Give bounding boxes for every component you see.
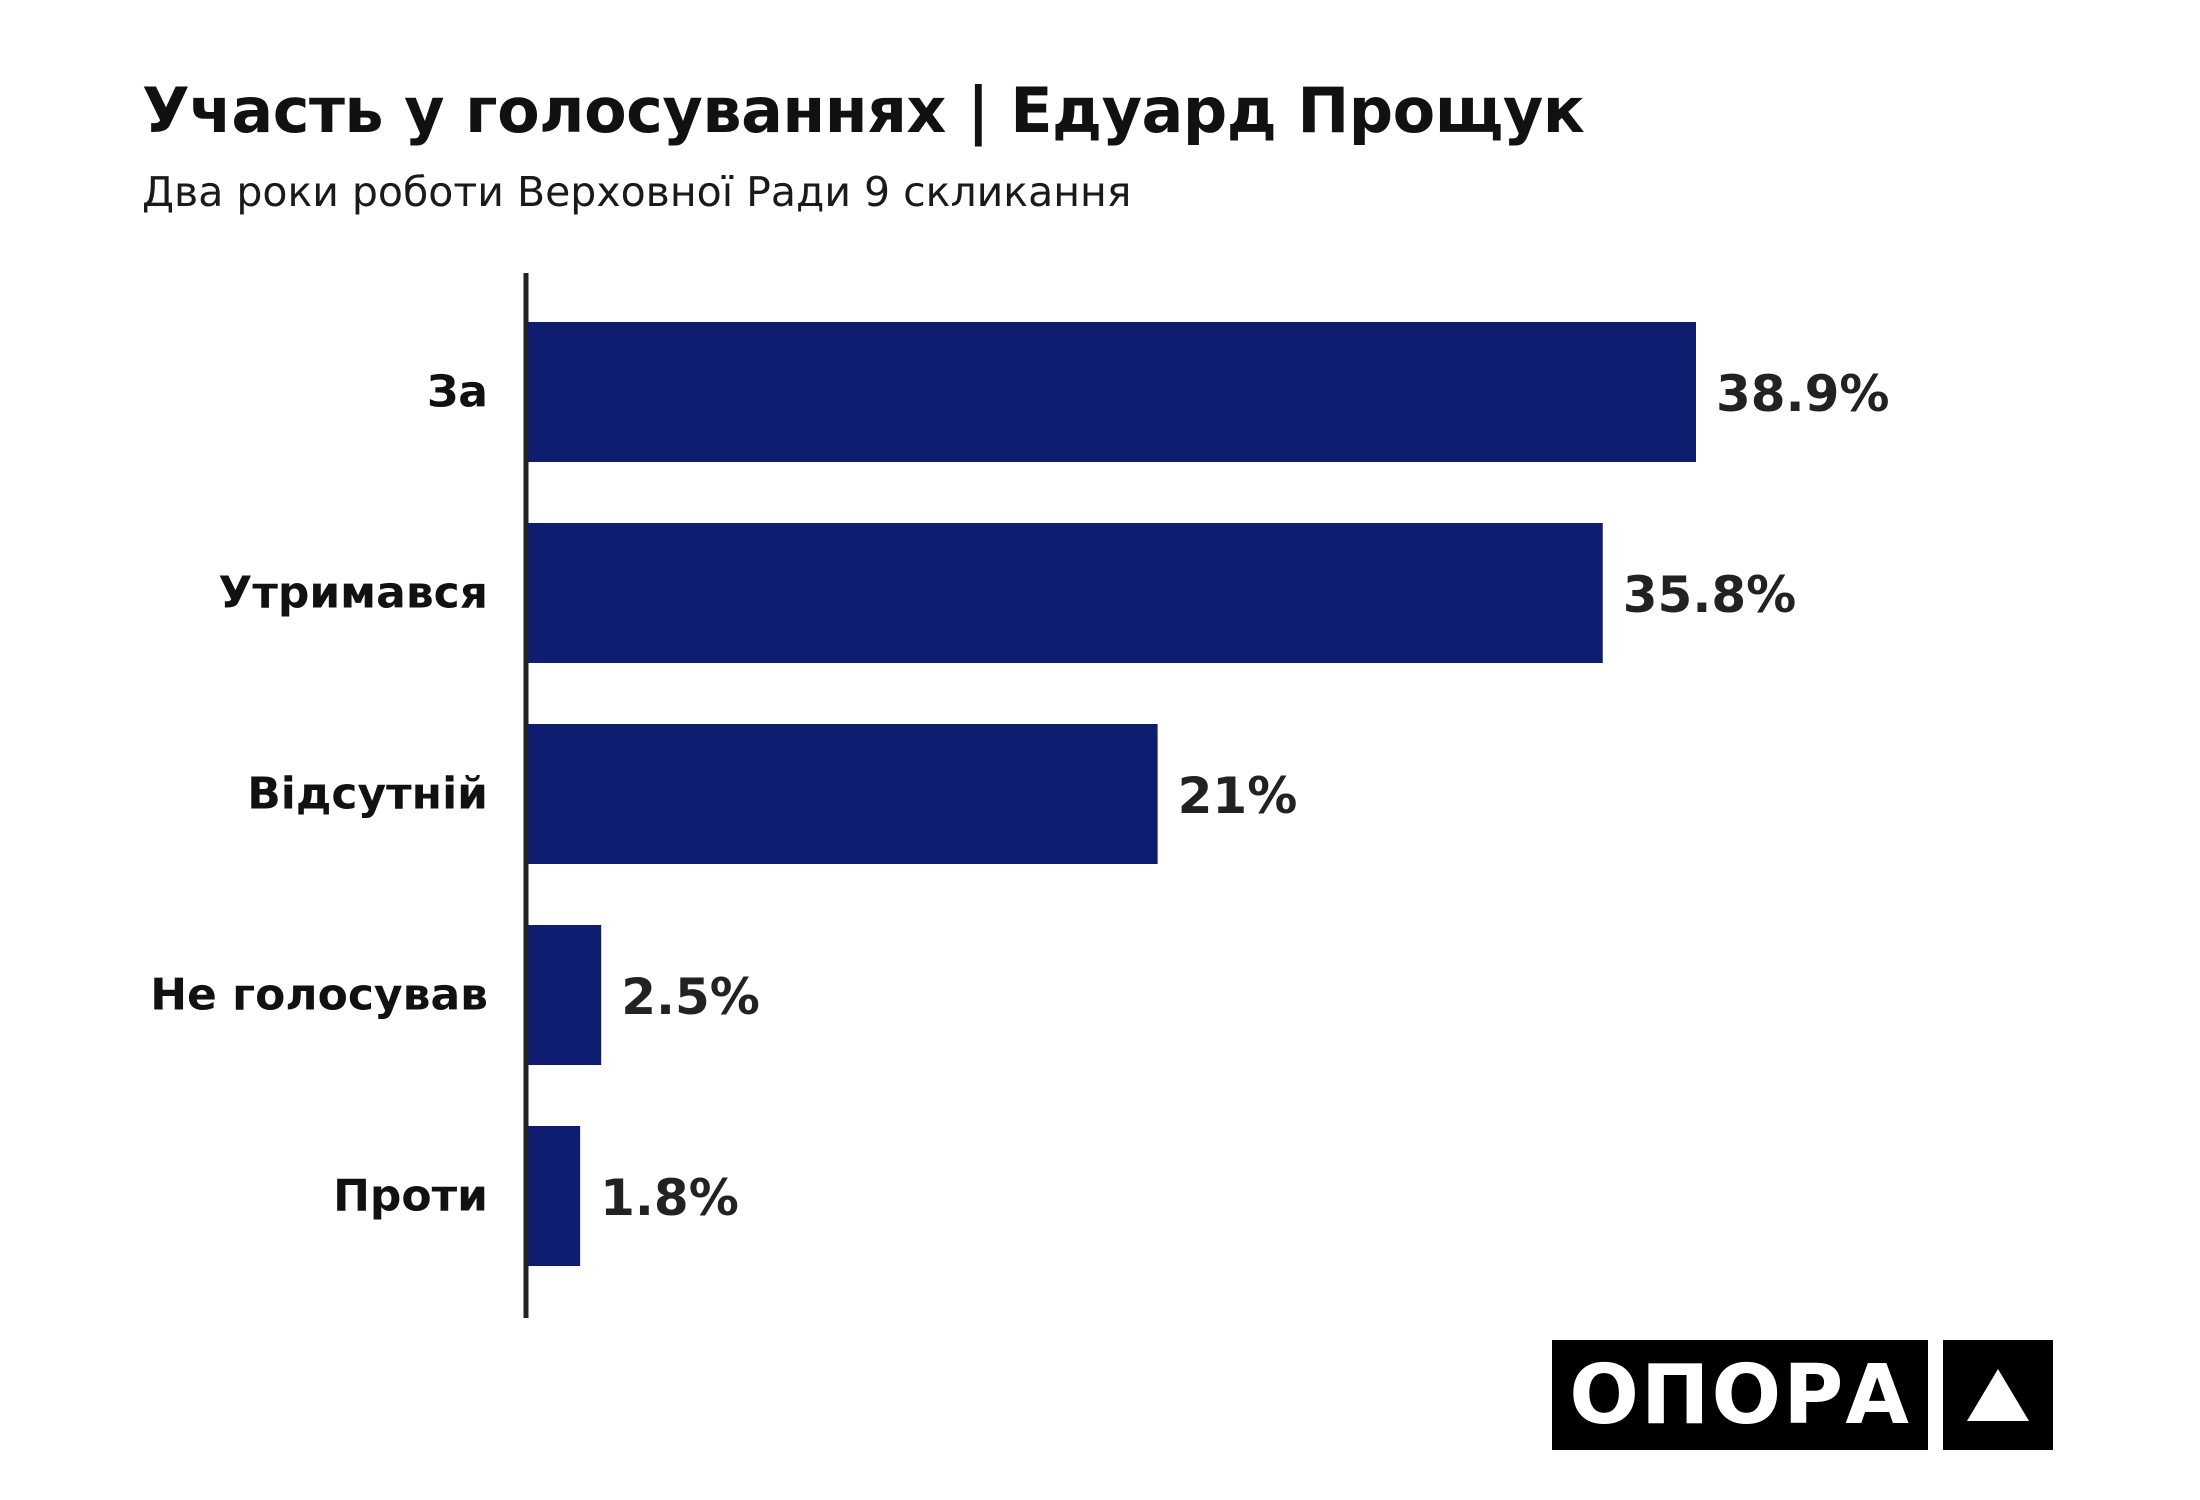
bar-3 xyxy=(526,925,602,1065)
chart-subtitle: Два роки роботи Верховної Ради 9 скликан… xyxy=(142,168,1132,216)
category-label: Проти xyxy=(333,1171,488,1222)
value-label: 38.9% xyxy=(1716,365,1889,423)
bar-2 xyxy=(526,724,1158,864)
category-label: Утримався xyxy=(218,568,488,619)
category-label: За xyxy=(427,367,488,418)
bar-1 xyxy=(526,523,1603,663)
triangle-icon xyxy=(1943,1340,2053,1450)
bar-chart: За 38.9% Утримався 35.8% Відсутній 21% Не голо… xyxy=(150,273,1889,1318)
bars-layer: За 38.9% Утримався 35.8% Відсутній 21% Не голо… xyxy=(150,322,1889,1266)
category-label: Не голосував xyxy=(150,970,488,1021)
bar-4 xyxy=(526,1126,581,1266)
value-label: 2.5% xyxy=(621,968,760,1026)
chart-title: Участь у голосуваннях | Едуард Прощук xyxy=(142,74,1585,147)
value-label: 21% xyxy=(1178,767,1298,825)
category-label: Відсутній xyxy=(247,769,488,820)
opora-logo: ОПОРА xyxy=(1552,1340,1928,1450)
triangle-icon-shape xyxy=(1967,1369,2029,1421)
value-label: 35.8% xyxy=(1623,566,1796,624)
value-label: 1.8% xyxy=(600,1169,739,1227)
bar-0 xyxy=(526,322,1696,462)
